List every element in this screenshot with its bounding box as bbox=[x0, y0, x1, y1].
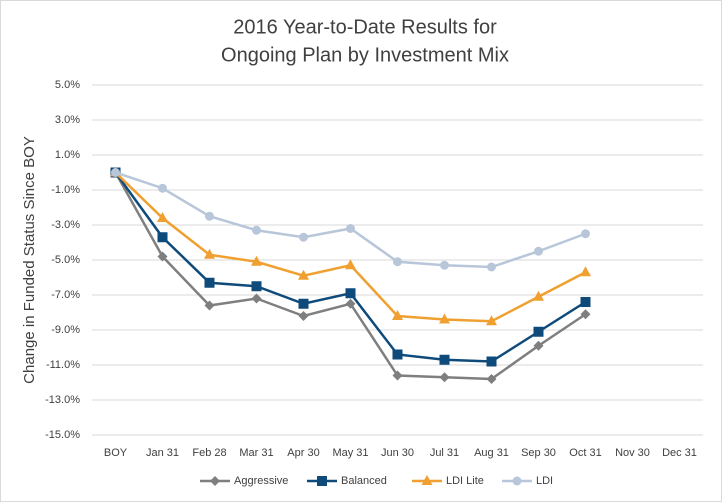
x-tick-label: Dec 31 bbox=[662, 447, 697, 459]
y-tick-label: 5.0% bbox=[55, 79, 80, 91]
data-point bbox=[298, 269, 309, 280]
data-point bbox=[486, 356, 497, 367]
y-tick-label: -3.0% bbox=[51, 219, 80, 231]
data-point bbox=[439, 372, 450, 383]
data-point bbox=[486, 374, 497, 384]
data-point bbox=[298, 298, 309, 309]
data-point bbox=[580, 266, 591, 277]
legend-marker bbox=[317, 476, 327, 486]
legend-label: Balanced bbox=[341, 475, 387, 487]
y-tick-label: -13.0% bbox=[45, 394, 80, 406]
data-point bbox=[204, 300, 215, 311]
data-point bbox=[299, 232, 308, 242]
y-tick-label: -9.0% bbox=[51, 324, 80, 336]
data-point bbox=[157, 232, 168, 243]
y-tick-label: 3.0% bbox=[55, 114, 80, 126]
data-point bbox=[298, 311, 309, 321]
x-tick-label: Mar 31 bbox=[239, 447, 273, 459]
data-point bbox=[392, 310, 403, 320]
data-point bbox=[392, 370, 403, 381]
y-tick-label: -7.0% bbox=[51, 289, 80, 301]
y-tick-label: 1.0% bbox=[55, 149, 80, 161]
data-point bbox=[345, 288, 356, 299]
x-tick-label: Nov 30 bbox=[615, 447, 650, 459]
data-point bbox=[440, 260, 449, 270]
y-tick-label: -11.0% bbox=[46, 359, 80, 371]
x-tick-label: Jul 31 bbox=[430, 447, 459, 459]
x-tick-label: Oct 31 bbox=[569, 447, 601, 459]
legend-label: Aggressive bbox=[234, 475, 288, 487]
data-point bbox=[487, 262, 496, 272]
data-point bbox=[581, 229, 590, 239]
legend-label: LDI bbox=[536, 475, 553, 487]
data-point bbox=[345, 259, 356, 270]
data-point bbox=[251, 281, 262, 292]
chart-title: Ongoing Plan by Investment Mix bbox=[221, 44, 509, 66]
data-point bbox=[439, 354, 450, 365]
data-point bbox=[533, 290, 544, 301]
y-tick-label: -5.0% bbox=[51, 254, 80, 266]
x-tick-label: Aug 31 bbox=[474, 447, 509, 459]
data-point bbox=[580, 297, 591, 307]
x-tick-label: Feb 28 bbox=[192, 447, 226, 459]
data-point bbox=[111, 168, 120, 177]
x-tick-label: Apr 30 bbox=[287, 447, 319, 459]
data-point bbox=[533, 326, 544, 337]
data-point bbox=[534, 246, 543, 256]
legend-marker bbox=[421, 475, 433, 485]
data-point bbox=[251, 293, 262, 304]
x-tick-label: Jan 31 bbox=[146, 447, 179, 459]
chart-title: 2016 Year-to-Date Results for bbox=[233, 16, 497, 38]
data-point bbox=[205, 211, 214, 221]
y-axis-label: Change in Funded Status Since BOY bbox=[21, 136, 38, 384]
data-point bbox=[158, 183, 167, 193]
data-point bbox=[533, 340, 544, 351]
legend-marker bbox=[210, 476, 220, 486]
y-tick-label: -1.0% bbox=[51, 184, 80, 196]
data-point bbox=[204, 277, 215, 288]
data-point bbox=[345, 298, 356, 309]
data-point bbox=[580, 309, 591, 320]
data-point bbox=[393, 257, 402, 267]
data-point bbox=[392, 349, 403, 360]
legend-label: LDI Lite bbox=[446, 475, 484, 487]
data-point bbox=[157, 212, 168, 222]
legend-marker bbox=[512, 476, 522, 486]
data-point bbox=[157, 251, 168, 262]
x-tick-label: BOY bbox=[104, 447, 128, 459]
data-point bbox=[251, 255, 262, 266]
y-tick-label: -15.0% bbox=[45, 429, 80, 441]
x-tick-label: Jun 30 bbox=[381, 447, 414, 459]
x-tick-label: Sep 30 bbox=[521, 447, 556, 459]
data-point bbox=[252, 225, 261, 235]
x-tick-label: May 31 bbox=[332, 447, 368, 459]
data-point bbox=[486, 315, 497, 326]
data-point bbox=[346, 224, 355, 233]
data-point bbox=[204, 248, 215, 259]
data-point bbox=[439, 313, 450, 324]
